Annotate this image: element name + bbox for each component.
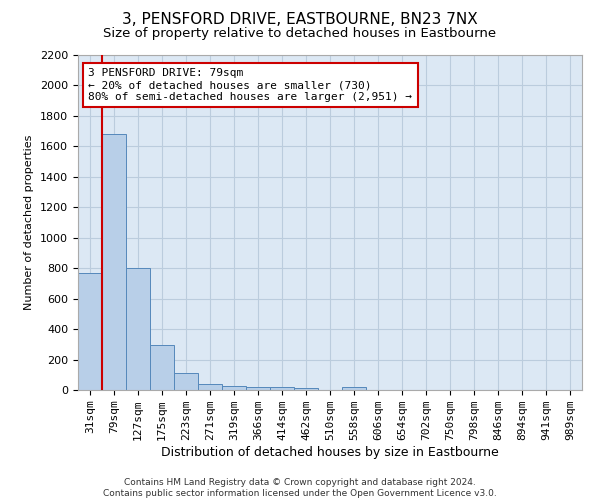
Bar xyxy=(198,384,222,390)
Text: Size of property relative to detached houses in Eastbourne: Size of property relative to detached ho… xyxy=(103,28,497,40)
Text: 3 PENSFORD DRIVE: 79sqm
← 20% of detached houses are smaller (730)
80% of semi-d: 3 PENSFORD DRIVE: 79sqm ← 20% of detache… xyxy=(88,68,412,102)
X-axis label: Distribution of detached houses by size in Eastbourne: Distribution of detached houses by size … xyxy=(161,446,499,459)
Bar xyxy=(222,386,246,390)
Bar xyxy=(342,386,366,390)
Bar xyxy=(150,345,174,390)
Bar xyxy=(126,268,150,390)
Bar xyxy=(246,386,270,390)
Y-axis label: Number of detached properties: Number of detached properties xyxy=(25,135,34,310)
Bar xyxy=(294,388,318,390)
Bar xyxy=(270,387,294,390)
Text: Contains HM Land Registry data © Crown copyright and database right 2024.
Contai: Contains HM Land Registry data © Crown c… xyxy=(103,478,497,498)
Bar xyxy=(78,273,102,390)
Text: 3, PENSFORD DRIVE, EASTBOURNE, BN23 7NX: 3, PENSFORD DRIVE, EASTBOURNE, BN23 7NX xyxy=(122,12,478,28)
Bar xyxy=(102,134,126,390)
Bar xyxy=(174,373,198,390)
